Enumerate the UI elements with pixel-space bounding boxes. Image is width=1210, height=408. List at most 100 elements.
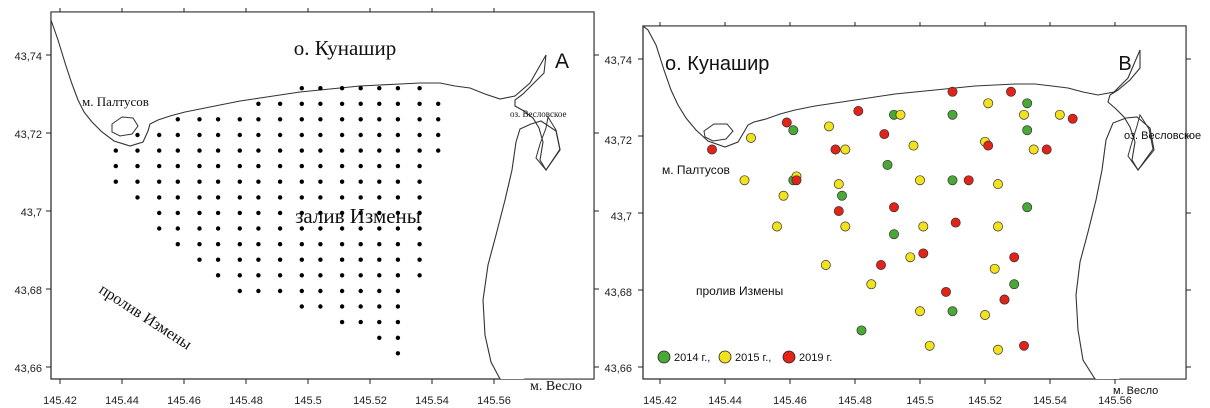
sample-point-2015: [1054, 109, 1065, 120]
station-point: [339, 304, 345, 309]
station-point: [277, 117, 283, 122]
station-point: [377, 319, 382, 325]
b-x-tick-145-46: 145.46: [773, 395, 807, 407]
station-point: [197, 242, 202, 247]
station-point: [299, 273, 304, 278]
a-x-tick-145-54: 145.54: [415, 395, 449, 407]
sample-point-2015: [993, 179, 1003, 190]
station-point: [417, 148, 422, 153]
station-point: [377, 148, 382, 153]
station-point: [377, 132, 382, 138]
a-y-tick-43-72: 43,72: [14, 129, 42, 141]
legend-item-2019: 2019 г.: [782, 350, 832, 364]
station-point: [157, 179, 162, 184]
sample-point-2015: [905, 252, 916, 263]
station-point: [277, 195, 283, 200]
station-point: [277, 148, 283, 153]
b-panel-letter: B: [1118, 53, 1131, 75]
station-point: [377, 242, 382, 247]
station-point: [157, 226, 162, 231]
station-point: [377, 288, 382, 294]
sample-point-2019: [879, 129, 890, 140]
station-point: [436, 101, 441, 107]
station-point: [436, 132, 441, 138]
station-point: [197, 195, 202, 200]
station-point: [339, 195, 345, 200]
station-point: [299, 117, 304, 122]
map-a-ticks: [46, 8, 599, 384]
station-point: [237, 210, 242, 216]
station-point: [395, 163, 401, 169]
station-point: [175, 195, 180, 200]
station-point: [157, 210, 162, 216]
station-point: [318, 226, 323, 231]
map-panel-b: 43,74 43,72 43,7 43,68 43,66 145.42 145.…: [604, 22, 1201, 407]
a-x-tick-145-44: 145.44: [105, 395, 139, 407]
station-point: [256, 226, 261, 231]
b-label-island: о. Кунашир: [665, 53, 769, 75]
station-point: [436, 117, 441, 122]
station-point: [318, 242, 323, 247]
a-label-cape-veslo: м. Весло: [530, 379, 582, 394]
map-b-islet: [703, 123, 734, 142]
station-point: [358, 101, 363, 107]
a-y-tick-43-7: 43,7: [21, 207, 42, 219]
sample-point-2015: [866, 279, 877, 290]
b-x-tick-145-42: 145.42: [643, 395, 677, 407]
station-point: [339, 148, 345, 153]
station-point: [395, 195, 401, 200]
station-point: [277, 226, 283, 231]
station-point: [358, 117, 363, 122]
station-point: [395, 242, 401, 247]
sample-point-2015: [908, 140, 919, 151]
station-point: [175, 132, 180, 138]
station-point: [277, 242, 283, 247]
station-point: [197, 132, 202, 138]
station-point: [299, 288, 304, 294]
station-point: [395, 86, 401, 91]
station-point: [256, 132, 261, 138]
station-point: [395, 132, 401, 138]
station-point: [417, 242, 422, 247]
sample-point-2019: [781, 117, 792, 128]
station-point: [358, 257, 363, 262]
map-a-coastline: [51, 12, 594, 379]
station-point: [358, 210, 363, 216]
station-grid: [113, 86, 441, 356]
station-point: [339, 86, 345, 91]
station-point: [377, 195, 382, 200]
station-point: [318, 132, 323, 138]
station-point: [339, 288, 345, 294]
legend-label-2019: 2019 г.: [799, 352, 832, 364]
station-point: [113, 179, 119, 184]
b-x-tick-145-48: 145.48: [838, 395, 872, 407]
station-point: [237, 195, 242, 200]
sample-point-2014: [1022, 125, 1033, 136]
sample-point-2019: [963, 175, 974, 186]
station-point: [157, 148, 162, 153]
legend-swatch-2014: [657, 350, 671, 364]
station-point: [339, 179, 345, 184]
station-point: [417, 226, 422, 231]
sample-point-2019: [950, 217, 961, 228]
station-point: [197, 226, 202, 231]
station-point: [256, 163, 261, 169]
station-point: [215, 257, 221, 262]
station-point: [237, 179, 242, 184]
station-point: [299, 132, 304, 138]
station-point: [377, 163, 382, 169]
station-point: [215, 117, 221, 122]
sample-point-2019: [983, 140, 994, 151]
station-point: [358, 273, 363, 278]
a-y-tick-43-74: 43,74: [14, 51, 42, 63]
station-point: [175, 148, 180, 153]
sample-point-2015: [993, 221, 1003, 232]
station-point: [299, 195, 304, 200]
station-point: [299, 86, 304, 91]
station-point: [339, 101, 345, 107]
legend-swatch-2019: [782, 350, 796, 364]
a-x-tick-145-52: 145.52: [353, 395, 387, 407]
sample-point-2014: [856, 325, 867, 336]
sampling-points: [707, 86, 1078, 355]
